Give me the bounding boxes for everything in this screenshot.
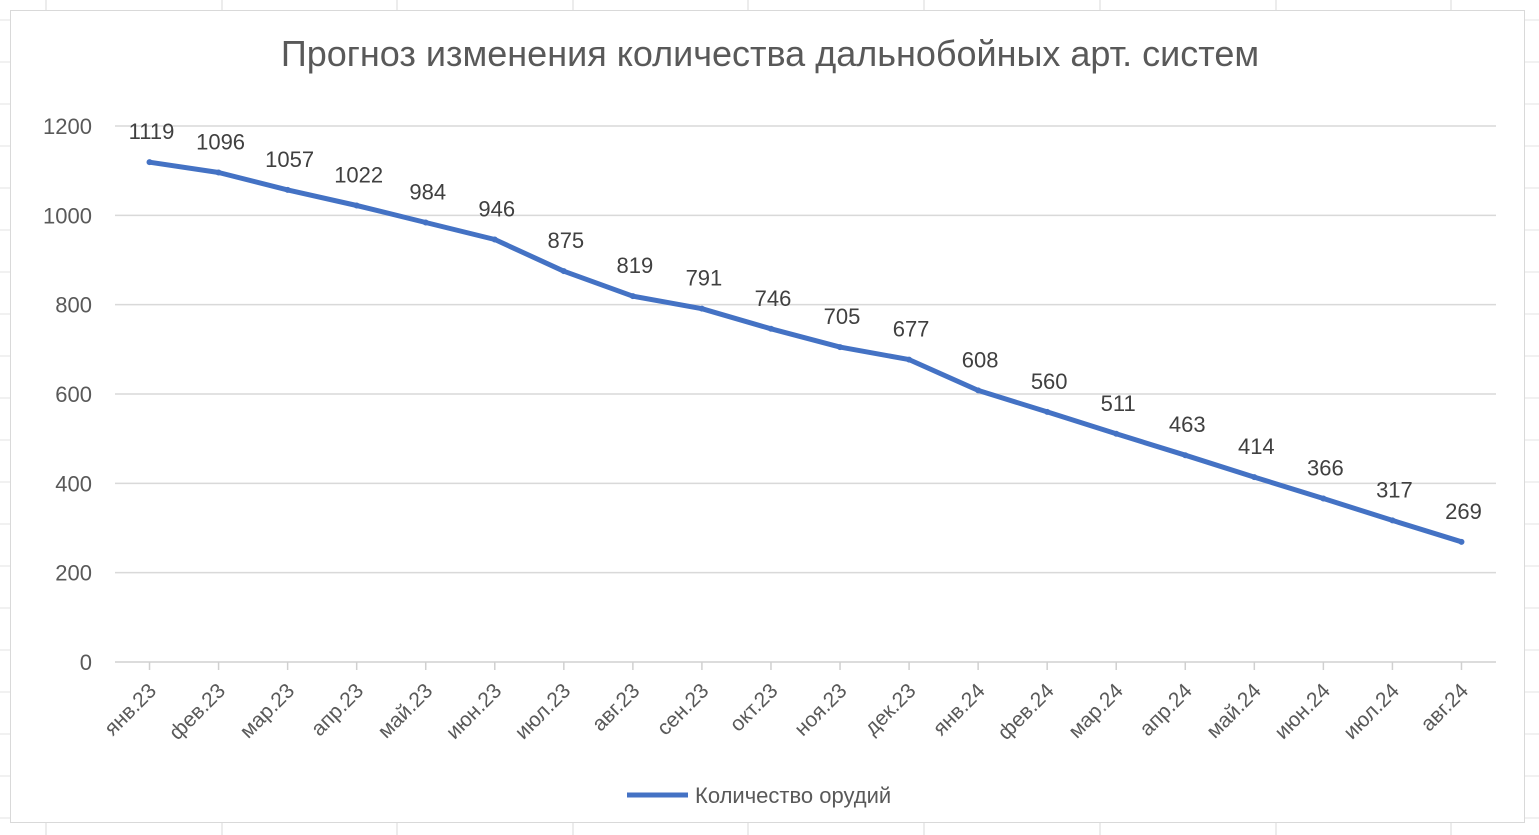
- data-point[interactable]: [906, 356, 913, 363]
- data-label: 463: [1169, 412, 1206, 437]
- data-labels: 1119 1096 1057 1022 984 946 875 819 791 746 705 677…: [129, 119, 1482, 524]
- y-tick-label: 1200: [43, 114, 92, 139]
- data-label: 414: [1238, 434, 1275, 459]
- data-point[interactable]: [1389, 517, 1396, 524]
- data-label: 1119: [129, 119, 175, 144]
- x-tick-label: ноя.23: [790, 679, 851, 740]
- x-tick-label: авг.24: [1416, 679, 1473, 736]
- legend[interactable]: Количество орудий: [627, 783, 891, 808]
- data-point[interactable]: [284, 186, 291, 193]
- chart-title: Прогноз изменения количества дальнобойны…: [281, 33, 1259, 74]
- legend-label: Количество орудий: [695, 783, 891, 808]
- data-label: 511: [1101, 391, 1136, 416]
- series-line[interactable]: [147, 159, 1464, 545]
- x-tick-label: авг.23: [588, 679, 645, 736]
- x-tick-label: апр.24: [1135, 679, 1197, 741]
- data-label: 746: [755, 286, 792, 311]
- data-label: 946: [478, 196, 515, 221]
- y-tick-label: 400: [55, 471, 92, 496]
- data-point[interactable]: [837, 344, 844, 351]
- x-tick-label: май.23: [374, 679, 438, 743]
- x-tick-label: янв.24: [929, 679, 990, 740]
- y-tick-label: 200: [55, 561, 92, 586]
- data-label: 1057: [265, 147, 314, 172]
- data-point[interactable]: [1320, 495, 1327, 502]
- data-point[interactable]: [975, 387, 982, 394]
- data-label: 1096: [196, 129, 245, 154]
- y-tick-label: 800: [55, 293, 92, 318]
- gridlines: [115, 125, 1496, 663]
- data-point[interactable]: [353, 202, 360, 209]
- data-point[interactable]: [491, 236, 498, 243]
- x-tick-label: апр.23: [307, 679, 368, 740]
- data-label: 366: [1307, 456, 1344, 481]
- data-point[interactable]: [767, 325, 774, 332]
- y-axis: 0 200 400 600 800 1000 1200: [43, 114, 92, 675]
- x-tick-label: окт.23: [726, 679, 783, 736]
- data-point[interactable]: [1182, 452, 1189, 459]
- data-label: 984: [409, 179, 446, 204]
- data-point[interactable]: [1251, 474, 1258, 481]
- x-tick-label: мар.23: [236, 679, 300, 743]
- x-tick-label: дек.23: [860, 679, 920, 739]
- data-label: 819: [617, 253, 654, 278]
- data-point[interactable]: [1458, 538, 1465, 545]
- data-point[interactable]: [422, 219, 429, 226]
- x-tick-label: сен.23: [653, 679, 714, 740]
- data-label: 705: [824, 304, 861, 329]
- data-label: 269: [1445, 499, 1482, 524]
- data-point[interactable]: [146, 159, 153, 166]
- x-tick-label: июл.24: [1339, 679, 1404, 744]
- x-tick-label: июл.23: [511, 679, 576, 744]
- data-label: 560: [1031, 369, 1068, 394]
- series-layer: [146, 159, 1465, 545]
- data-label: 875: [547, 228, 584, 253]
- data-point[interactable]: [1044, 408, 1051, 415]
- data-label: 317: [1376, 477, 1413, 502]
- data-point[interactable]: [560, 268, 567, 275]
- data-point[interactable]: [698, 305, 705, 312]
- x-tick-label: янв.23: [100, 679, 161, 740]
- y-tick-label: 1000: [43, 203, 92, 228]
- x-tick-label: фев.23: [165, 679, 230, 744]
- data-point[interactable]: [215, 169, 222, 176]
- x-tick-label: май.24: [1202, 679, 1266, 743]
- x-tick-label: июн.23: [442, 679, 507, 744]
- chart-area[interactable]: [10, 10, 1525, 823]
- data-label: 608: [962, 347, 999, 372]
- data-label: 791: [686, 266, 723, 291]
- x-tick-label: июн.24: [1270, 679, 1335, 744]
- y-tick-label: 0: [80, 650, 92, 675]
- data-label: 677: [893, 317, 930, 342]
- x-axis: янв.23 фев.23 мар.23 апр.23 май.23 июн.23 июл.…: [100, 662, 1473, 745]
- data-label: 1022: [334, 163, 383, 188]
- x-tick-label: мар.24: [1064, 679, 1128, 743]
- y-tick-label: 600: [55, 382, 92, 407]
- data-point[interactable]: [1113, 430, 1120, 437]
- x-tick-label: фев.24: [993, 679, 1058, 744]
- data-point[interactable]: [629, 293, 636, 300]
